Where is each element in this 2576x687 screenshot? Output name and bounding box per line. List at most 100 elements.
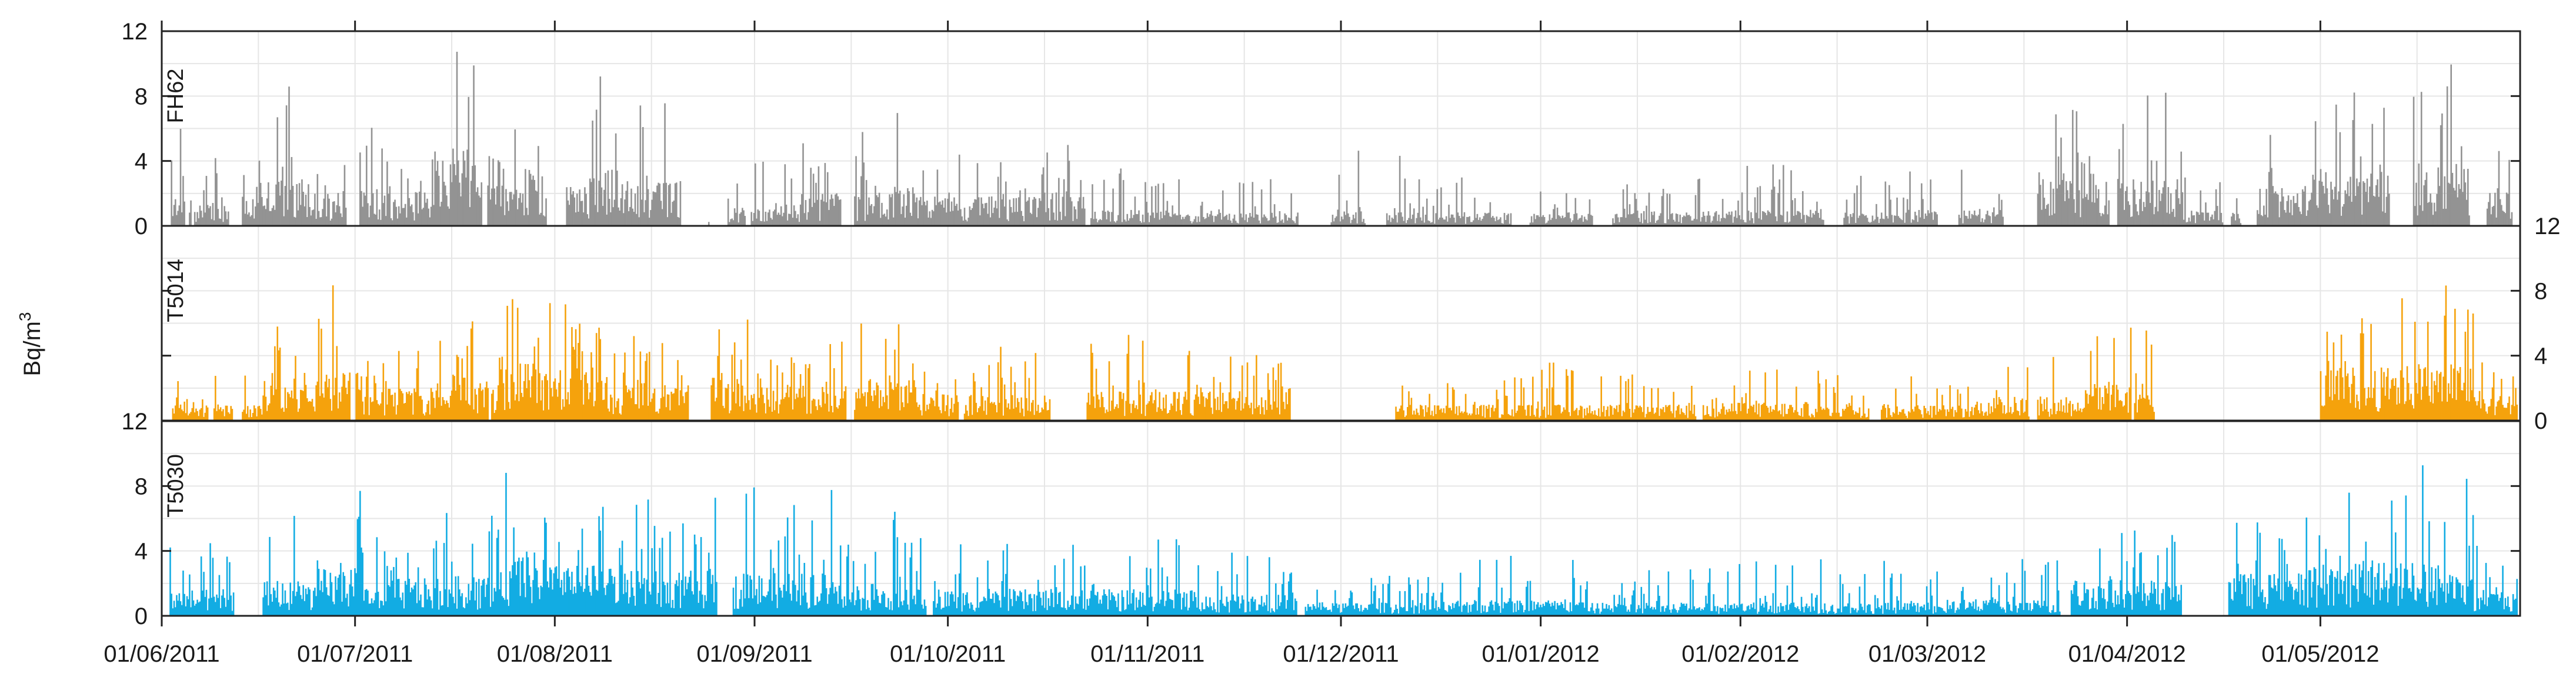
bar	[1224, 216, 1226, 226]
bar	[206, 610, 209, 616]
bar	[1347, 213, 1349, 226]
bar	[1850, 405, 1851, 421]
bar	[2048, 612, 2051, 616]
bar	[242, 412, 243, 421]
bar	[1516, 601, 1519, 616]
bar	[987, 560, 989, 616]
bar	[2460, 598, 2462, 616]
bar	[493, 412, 495, 421]
bar	[1280, 362, 1282, 421]
bar	[1715, 211, 1717, 226]
bar	[213, 220, 215, 226]
bar	[769, 406, 770, 421]
bar	[616, 602, 618, 616]
bar	[1840, 612, 1843, 616]
bar	[1082, 608, 1085, 616]
bar	[1227, 602, 1229, 616]
bar	[2150, 581, 2153, 616]
bar	[1476, 408, 1479, 421]
bar	[2065, 181, 2067, 226]
bar	[1436, 405, 1439, 421]
bar	[359, 390, 361, 421]
bar	[1903, 606, 1904, 616]
bar	[1533, 214, 1535, 226]
bar	[415, 582, 417, 616]
bar	[327, 387, 329, 421]
bar	[319, 396, 321, 421]
bar	[506, 305, 508, 421]
bar	[977, 608, 980, 616]
bar	[225, 606, 227, 616]
bar	[559, 587, 561, 616]
bar	[1681, 603, 1684, 616]
bar	[2073, 585, 2075, 616]
bar	[1096, 592, 1099, 616]
bar	[1039, 413, 1040, 421]
bar	[1772, 409, 1774, 421]
bar	[251, 215, 253, 226]
bar	[1497, 603, 1499, 616]
bar	[1172, 205, 1173, 226]
bar	[2501, 205, 2502, 226]
bar	[789, 214, 791, 226]
bar	[947, 395, 949, 421]
bar	[489, 199, 492, 226]
bar	[729, 413, 730, 421]
bar	[1271, 409, 1273, 421]
bar	[1236, 401, 1238, 421]
bar	[923, 371, 926, 421]
bar	[769, 579, 770, 616]
bar	[1190, 591, 1192, 616]
bar	[887, 598, 889, 616]
bar	[2140, 552, 2142, 616]
bar	[1836, 412, 1837, 421]
bar	[2037, 399, 2039, 421]
bar	[744, 598, 746, 616]
bar	[592, 566, 593, 616]
bar	[431, 392, 433, 421]
bar	[1277, 363, 1279, 421]
bar	[1594, 410, 1596, 421]
bar	[2510, 414, 2512, 421]
bar	[1315, 608, 1317, 616]
bar	[902, 402, 903, 421]
bar	[1339, 612, 1342, 616]
bar	[2148, 192, 2150, 226]
bar	[1614, 606, 1617, 616]
bar	[989, 403, 992, 421]
bar	[2333, 605, 2335, 616]
bar	[1813, 214, 1816, 226]
bar	[1430, 609, 1432, 616]
bar	[1081, 208, 1083, 226]
bar	[611, 397, 613, 421]
bar	[2397, 387, 2399, 421]
bar	[520, 202, 523, 226]
bar	[894, 512, 896, 616]
bar	[1585, 589, 1587, 616]
bar	[999, 218, 1000, 226]
y-tick-label: 12	[2534, 214, 2561, 239]
bar	[2192, 215, 2194, 226]
bar	[423, 415, 426, 421]
bar	[380, 403, 382, 421]
bar	[1138, 599, 1140, 616]
bar	[1109, 221, 1112, 226]
bar	[2154, 589, 2157, 616]
bar	[633, 336, 635, 421]
bar	[640, 199, 643, 226]
bar	[2258, 214, 2260, 226]
bar	[1731, 403, 1733, 421]
bar	[1174, 589, 1176, 616]
bar	[1631, 595, 1633, 616]
bar	[189, 212, 191, 226]
bar	[1827, 409, 1830, 421]
bar	[515, 575, 518, 616]
bar	[990, 402, 993, 421]
bar	[1108, 361, 1110, 421]
bar	[1147, 403, 1149, 421]
bar	[640, 549, 643, 616]
bar	[1423, 605, 1426, 616]
bar	[793, 362, 795, 421]
bar	[2127, 591, 2129, 616]
bar	[1239, 608, 1241, 616]
